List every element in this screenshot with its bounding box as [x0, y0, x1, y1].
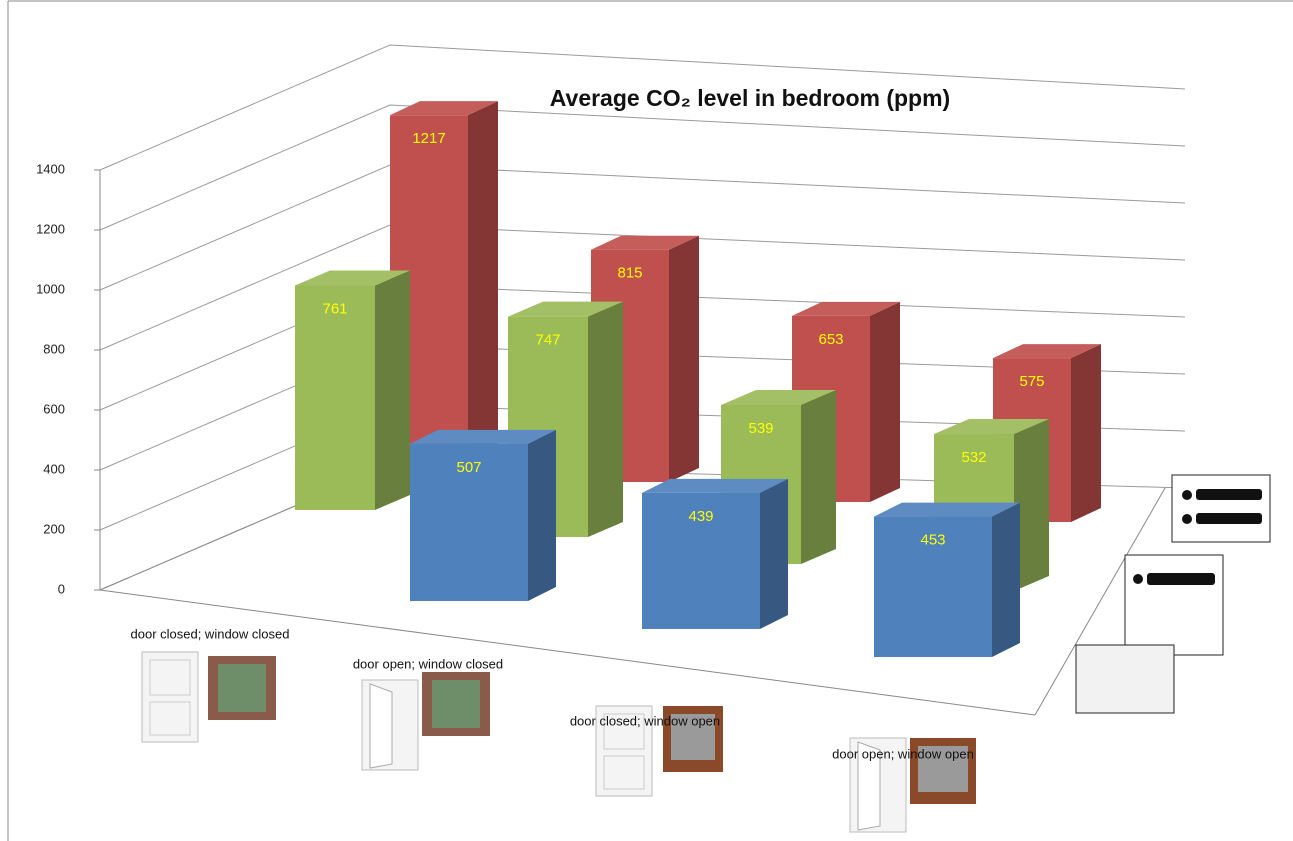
value-label: 507	[456, 459, 481, 476]
category-icons	[141, 651, 976, 833]
bar-side	[1071, 344, 1101, 522]
x-tick-label: door open; window open	[832, 746, 974, 761]
bar-side	[992, 502, 1020, 657]
bar-side	[669, 235, 699, 482]
bar-top	[295, 270, 410, 286]
bar-top	[792, 301, 900, 316]
bars: 1217 815 653 575 761 747 539 532 507 439 453	[295, 101, 1101, 657]
bar-top	[410, 429, 556, 444]
bar	[874, 516, 992, 657]
bar-side	[1014, 419, 1049, 591]
bar-top	[390, 101, 498, 116]
value-label: 539	[748, 420, 773, 437]
y-tick-label: 400	[43, 461, 65, 476]
bar-side	[760, 478, 788, 629]
bar	[410, 443, 528, 601]
bar-side	[528, 429, 556, 601]
bar	[295, 285, 375, 510]
bar-side	[588, 301, 623, 537]
value-label: 815	[617, 265, 642, 282]
y-tick-label: 1000	[36, 281, 65, 296]
bar-top	[591, 235, 699, 250]
y-tick-label: 1400	[36, 161, 65, 176]
value-label: 575	[1019, 373, 1044, 390]
bar-side	[375, 270, 410, 510]
bar-side	[468, 101, 498, 462]
chart-title: Average CO₂ level in bedroom (ppm)	[550, 85, 950, 111]
y-tick-label: 800	[43, 341, 65, 356]
bar-top	[874, 502, 1020, 517]
grid-line	[99, 104, 1186, 231]
y-tick-label: 0	[58, 581, 65, 596]
legend	[1075, 474, 1271, 714]
value-label: 761	[322, 300, 347, 317]
y-tick-label: 600	[43, 401, 65, 416]
bar-side	[801, 389, 836, 564]
bar-top	[721, 389, 836, 405]
bar	[642, 492, 760, 629]
x-tick-label: door closed; window closed	[131, 626, 290, 641]
bar-top	[993, 344, 1101, 359]
y-tick-label: 200	[43, 521, 65, 536]
value-label: 439	[688, 508, 713, 525]
x-tick-label: door open; window closed	[353, 656, 503, 671]
value-label: 453	[920, 532, 945, 549]
bar-side	[870, 301, 900, 502]
value-label: 747	[535, 332, 560, 349]
bar-top	[642, 478, 788, 493]
value-label: 1217	[412, 130, 445, 147]
grid-line	[99, 44, 1186, 171]
bar-top	[934, 419, 1049, 435]
value-label: 532	[961, 449, 986, 466]
x-tick-label: door closed; window open	[570, 713, 720, 728]
bar-top	[508, 301, 623, 317]
y-tick-label: 1200	[36, 221, 65, 236]
value-label: 653	[818, 331, 843, 348]
